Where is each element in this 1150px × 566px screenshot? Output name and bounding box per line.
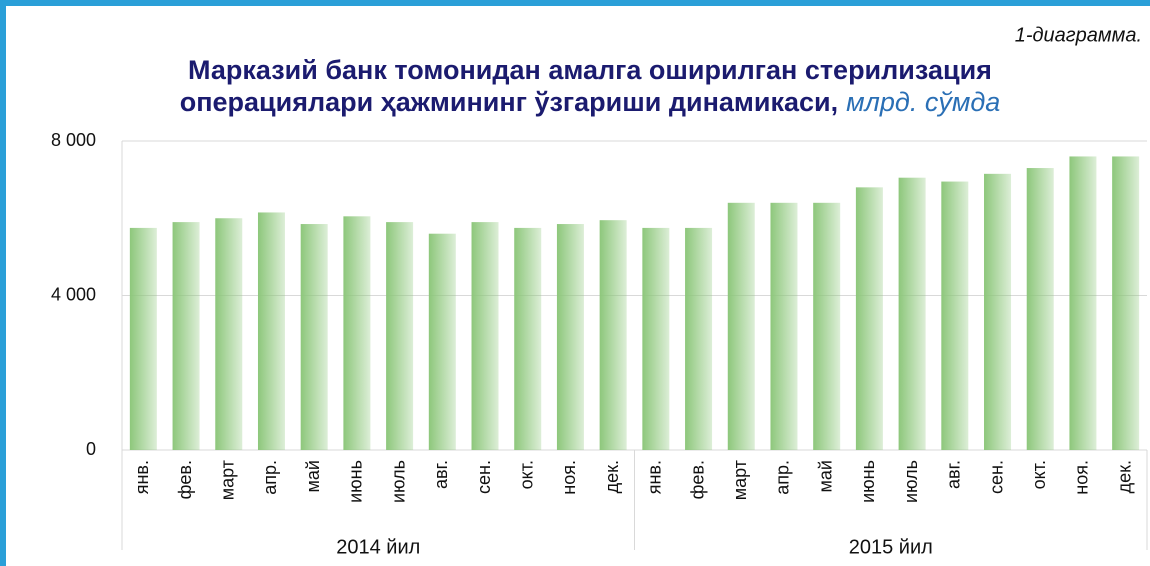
x-tick-label: июль — [388, 460, 408, 503]
x-tick-label: дек. — [602, 460, 622, 493]
bar — [941, 181, 969, 450]
x-tick-label: март — [218, 460, 238, 500]
x-tick-label: май — [815, 460, 835, 492]
y-tick-label: 8 000 — [51, 130, 96, 150]
x-tick-label: июль — [901, 460, 921, 503]
x-tick-label: янв. — [645, 460, 665, 494]
x-tick-label: авг. — [431, 460, 451, 489]
bar — [898, 177, 926, 450]
y-tick-label: 0 — [86, 439, 96, 459]
x-tick-label: апр. — [260, 460, 280, 495]
x-tick-label: июнь — [858, 460, 878, 503]
x-tick-label: апр. — [773, 460, 793, 495]
y-tick-label: 4 000 — [51, 284, 96, 304]
bar — [172, 222, 200, 450]
x-tick-label: март — [730, 460, 750, 500]
x-tick-label: ноя. — [1072, 460, 1092, 495]
bar — [556, 224, 584, 450]
bar — [471, 222, 499, 450]
x-tick-label: окт. — [516, 460, 536, 489]
bar — [984, 173, 1012, 451]
bar — [727, 202, 755, 450]
bar — [428, 233, 456, 450]
x-tick-label: сен. — [986, 460, 1006, 494]
bar — [642, 227, 670, 450]
bar — [386, 222, 414, 450]
bar — [770, 202, 798, 450]
x-tick-label: июнь — [346, 460, 366, 503]
x-tick-label: сен. — [474, 460, 494, 494]
bar — [514, 227, 542, 450]
bar — [257, 212, 285, 450]
bar — [599, 220, 627, 450]
bar — [855, 187, 883, 450]
x-tick-label: дек. — [1114, 460, 1134, 493]
x-tick-label: ноя. — [559, 460, 579, 495]
bar — [300, 224, 328, 450]
x-tick-label: авг. — [944, 460, 964, 489]
group-label: 2014 йил — [336, 536, 420, 558]
chart-title: операциялари ҳажмининг ўзгариши динамика… — [180, 87, 1001, 117]
x-tick-label: окт. — [1029, 460, 1049, 489]
x-tick-label: май — [303, 460, 323, 492]
x-tick-label: фев. — [687, 460, 707, 499]
x-tick-label: янв. — [132, 460, 152, 494]
unit: млрд. сўмда — [846, 87, 1000, 117]
bar — [129, 227, 157, 450]
bar — [1112, 156, 1140, 450]
group-label: 2015 йил — [849, 536, 933, 558]
chart-title: Марказий банк томонидан амалга оширилган… — [188, 55, 992, 85]
x-tick-label: фев. — [175, 460, 195, 499]
bar — [685, 227, 713, 450]
bar — [343, 216, 371, 450]
bar — [813, 202, 841, 450]
chart-title: операциялари ҳажмининг ўзгариши динамика… — [180, 87, 838, 117]
bar — [215, 218, 243, 450]
bar — [1069, 156, 1097, 450]
bar — [1026, 168, 1054, 450]
caption: 1-диаграмма. — [1015, 24, 1142, 46]
